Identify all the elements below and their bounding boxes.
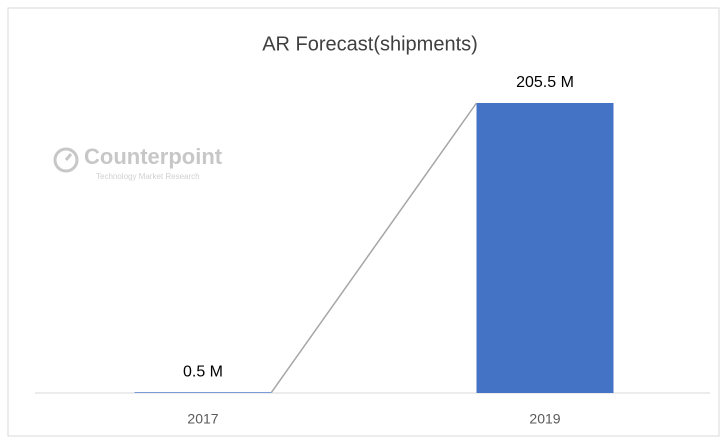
bar	[476, 103, 614, 393]
bar	[134, 392, 272, 393]
watermark-tagline: Technology Market Research	[96, 172, 200, 181]
x-tick-label: 2017	[187, 411, 218, 427]
x-tick-label: 2019	[529, 411, 560, 427]
trend-connector	[270, 102, 478, 393]
watermark-name: Counterpoint	[84, 144, 223, 169]
watermark-icon	[53, 147, 79, 173]
watermark: Counterpoint Technology Market Research	[53, 144, 223, 181]
value-label: 205.5 M	[516, 74, 574, 91]
watermark-icon-needle	[64, 153, 73, 161]
value-label: 0.5 M	[183, 364, 223, 381]
chart-title: AR Forecast(shipments)	[262, 33, 478, 55]
